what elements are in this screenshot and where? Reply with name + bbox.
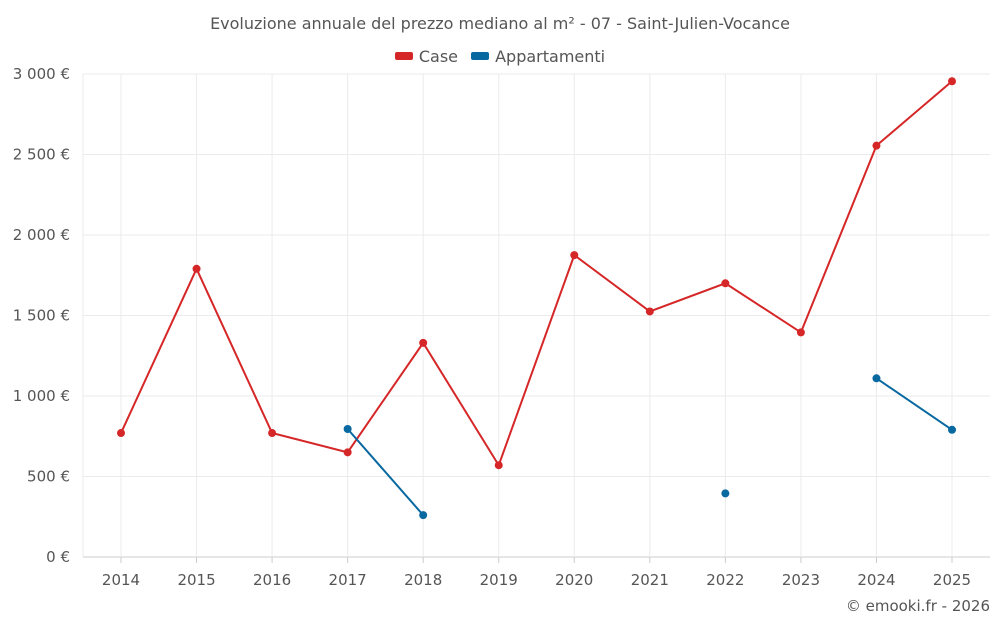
data-point-case-2017	[343, 448, 352, 457]
legend-swatch-appartamenti	[471, 52, 490, 60]
y-tick-label: 2 500 €	[13, 146, 70, 164]
data-point-appartamenti-2025	[948, 425, 956, 434]
x-tick-label: 2018	[404, 571, 442, 589]
x-tick-label: 2017	[329, 571, 367, 589]
x-tick-label: 2021	[631, 571, 669, 589]
data-point-case-2022	[721, 279, 730, 288]
data-point-case-2020	[570, 251, 579, 260]
legend-label: Case	[418, 46, 459, 66]
data-point-case-2014	[117, 429, 125, 438]
series-line-case	[120, 80, 953, 468]
x-tick-label: 2022	[706, 571, 744, 589]
data-point-appartamenti-2022	[721, 489, 730, 498]
x-tick-label: 2020	[555, 571, 593, 589]
x-tick-label: 2023	[782, 571, 820, 589]
x-tick-label: 2016	[253, 571, 291, 589]
data-point-case-2015	[192, 264, 201, 273]
data-point-case-2024	[872, 141, 881, 150]
data-point-case-2025	[948, 77, 956, 86]
data-point-case-2021	[645, 307, 654, 316]
data-point-case-2019	[494, 461, 503, 470]
data-point-appartamenti-2017	[343, 425, 352, 434]
y-tick-label: 2 000 €	[13, 226, 70, 244]
x-tick-label: 2015	[177, 571, 215, 589]
legend-label: Appartamenti	[495, 46, 606, 66]
legend: Case Appartamenti	[0, 45, 1000, 66]
x-tick-label: 2024	[857, 571, 895, 589]
x-tick-label: 2025	[933, 571, 971, 589]
series-line-appartamenti	[346, 428, 424, 516]
legend-item-case[interactable]: Case	[394, 46, 459, 66]
data-point-appartamenti-2024	[872, 374, 881, 383]
y-tick-label: 500 €	[27, 468, 70, 486]
credit: © emooki.fr - 2026	[845, 597, 990, 615]
y-tick-label: 0 €	[46, 548, 70, 566]
data-point-appartamenti-2018	[419, 511, 428, 520]
chart-title: Evoluzione annuale del prezzo mediano al…	[210, 14, 790, 33]
legend-item-appartamenti[interactable]: Appartamenti	[471, 47, 605, 66]
x-tick-label: 2014	[102, 571, 140, 589]
legend-swatch-case	[394, 52, 413, 60]
data-point-case-2018	[419, 338, 428, 347]
x-tick-label: 2019	[480, 571, 518, 589]
y-tick-label: 1 000 €	[13, 387, 70, 405]
data-point-case-2016	[268, 429, 277, 438]
series-line-appartamenti	[875, 377, 953, 431]
y-tick-label: 3 000 €	[13, 65, 70, 83]
data-point-case-2023	[796, 328, 805, 337]
y-tick-label: 1 500 €	[13, 307, 70, 325]
